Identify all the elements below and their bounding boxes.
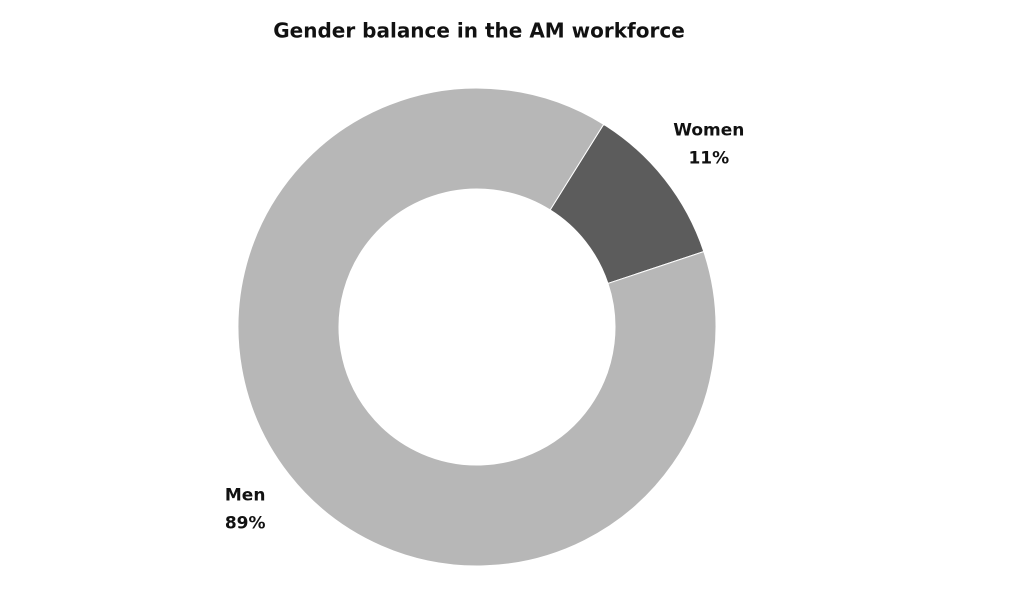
slice-label: Men — [225, 485, 266, 505]
slice-label: Women — [673, 121, 744, 141]
slice-value-label: 11% — [688, 149, 729, 169]
chart-title: Gender balance in the AM workforce — [273, 19, 685, 43]
slice-value-label: 89% — [225, 513, 266, 533]
donut-slice — [237, 87, 717, 567]
